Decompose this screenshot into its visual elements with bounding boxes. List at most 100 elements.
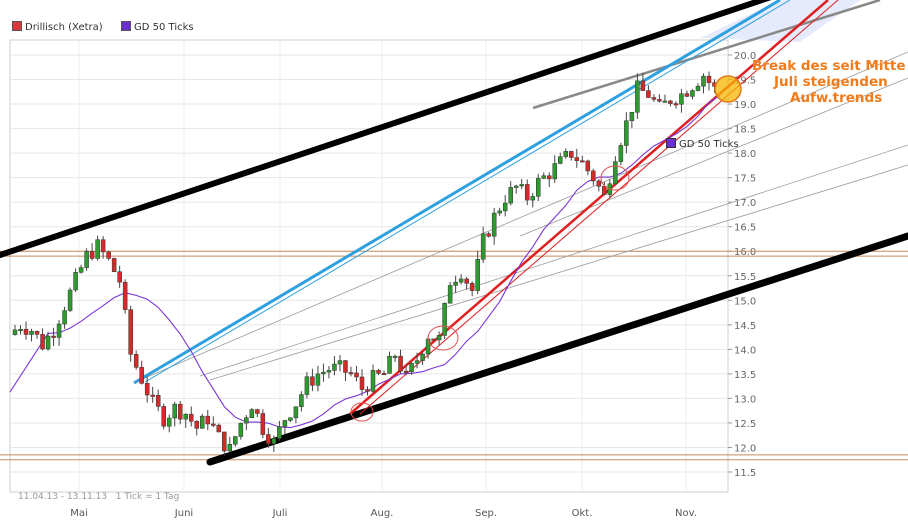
blue-trend-line-thin — [144, 0, 791, 383]
candle-body — [238, 422, 244, 437]
candle-body — [348, 372, 354, 375]
candle-body — [469, 283, 475, 291]
candle-body — [315, 373, 321, 386]
legend-price-swatch — [12, 21, 22, 31]
y-tick-label: 11.5 — [734, 468, 756, 479]
y-tick-label: 19.0 — [734, 100, 756, 111]
candle-body — [436, 335, 442, 341]
y-tick-label: 13.5 — [734, 370, 756, 381]
candle-body — [84, 251, 89, 268]
candle-body — [100, 239, 106, 253]
candle-body — [244, 417, 249, 424]
candle-body — [78, 267, 84, 273]
candle-body — [293, 406, 299, 419]
candle-body — [45, 335, 51, 350]
y-tick-label: 12.5 — [734, 419, 756, 430]
legend-ma-inline-label: GD 50 Ticks — [679, 139, 739, 150]
candle-body — [321, 371, 326, 375]
candle-body — [200, 415, 205, 429]
candle-body — [222, 431, 227, 452]
candle-body — [668, 100, 673, 104]
candle-body — [447, 285, 453, 304]
plot-area — [9, 39, 729, 493]
candle-body — [227, 443, 233, 452]
candle-body — [524, 184, 530, 201]
candle-body — [673, 103, 679, 106]
legend-ma-label: GD 50 Ticks — [134, 22, 194, 33]
candle-body — [420, 353, 425, 361]
y-tick-label: 20.0 — [734, 51, 756, 62]
candle-body — [266, 434, 271, 444]
y-tick-label: 18.5 — [734, 125, 756, 136]
candle-body — [552, 163, 558, 180]
thin-trend-line — [199, 144, 908, 377]
candle-body — [117, 271, 122, 283]
y-tick-label: 15.5 — [734, 272, 756, 283]
y-tick-label: 17.5 — [734, 174, 756, 185]
candle-body — [310, 376, 315, 386]
candle-body — [387, 355, 392, 374]
candle-body — [183, 413, 188, 420]
candle-body — [172, 403, 177, 419]
candle-body — [282, 420, 288, 427]
x-tick-label: Mai — [70, 508, 88, 519]
candle-body — [95, 239, 100, 259]
x-tick-label: Okt. — [572, 508, 593, 519]
candle-body — [111, 258, 117, 272]
candle-body — [304, 376, 310, 395]
candle-body — [216, 424, 222, 433]
candle-body — [73, 272, 78, 291]
candle-body — [442, 302, 447, 336]
y-tick-label: 16.5 — [734, 223, 756, 234]
candle-body — [332, 363, 337, 371]
candle-body — [541, 175, 546, 179]
candle-body — [569, 151, 574, 158]
x-tick-label: Juli — [272, 508, 288, 519]
breakout-marker — [714, 75, 742, 103]
y-tick-label: 16.0 — [734, 247, 756, 258]
candle-body — [513, 185, 519, 188]
candle-body — [679, 93, 684, 105]
candle-body — [547, 175, 552, 180]
candle-body — [51, 335, 56, 338]
candle-body — [128, 309, 133, 355]
candle-body — [260, 413, 266, 435]
footer-range: 11.04.13 - 13.11.13 — [18, 492, 108, 502]
candle-body — [359, 376, 365, 390]
candle-body — [249, 409, 255, 419]
footer-note: 11.04.13 - 13.11.13 1 Tick = 1 Tag — [18, 492, 179, 502]
candle-body — [376, 370, 381, 374]
touch-point-circle — [350, 402, 374, 422]
candle-body — [56, 323, 62, 338]
legend-price: Drillisch (Xetra) — [12, 21, 103, 33]
candle-body — [89, 251, 95, 259]
x-tick-label: Juni — [174, 508, 193, 519]
candle-body — [29, 331, 34, 335]
y-tick-label: 14.0 — [734, 345, 756, 356]
candle-body — [177, 403, 183, 420]
candle-body — [34, 331, 40, 335]
candle-body — [629, 111, 635, 122]
candle-body — [233, 436, 238, 445]
candle-body — [618, 145, 624, 162]
candle-body — [403, 370, 409, 373]
candle-body — [288, 417, 293, 421]
legend-ma-inline-swatch — [666, 138, 676, 148]
candle-body — [326, 370, 332, 373]
y-tick-label: 17.0 — [734, 198, 756, 209]
candle-body — [646, 90, 651, 98]
candle-body — [381, 373, 387, 376]
legend-ma-swatch — [121, 21, 131, 31]
candle-body — [657, 99, 662, 102]
candle-body — [106, 251, 111, 259]
candle-body — [519, 184, 524, 187]
upper-channel-line — [0, 0, 772, 258]
candle-body — [133, 354, 139, 368]
candle-body — [166, 417, 172, 427]
candle-body — [255, 409, 260, 414]
candle-body — [150, 394, 155, 397]
y-tick-label: 18.0 — [734, 149, 756, 160]
candle-body — [370, 370, 376, 392]
candle-body — [464, 278, 469, 284]
